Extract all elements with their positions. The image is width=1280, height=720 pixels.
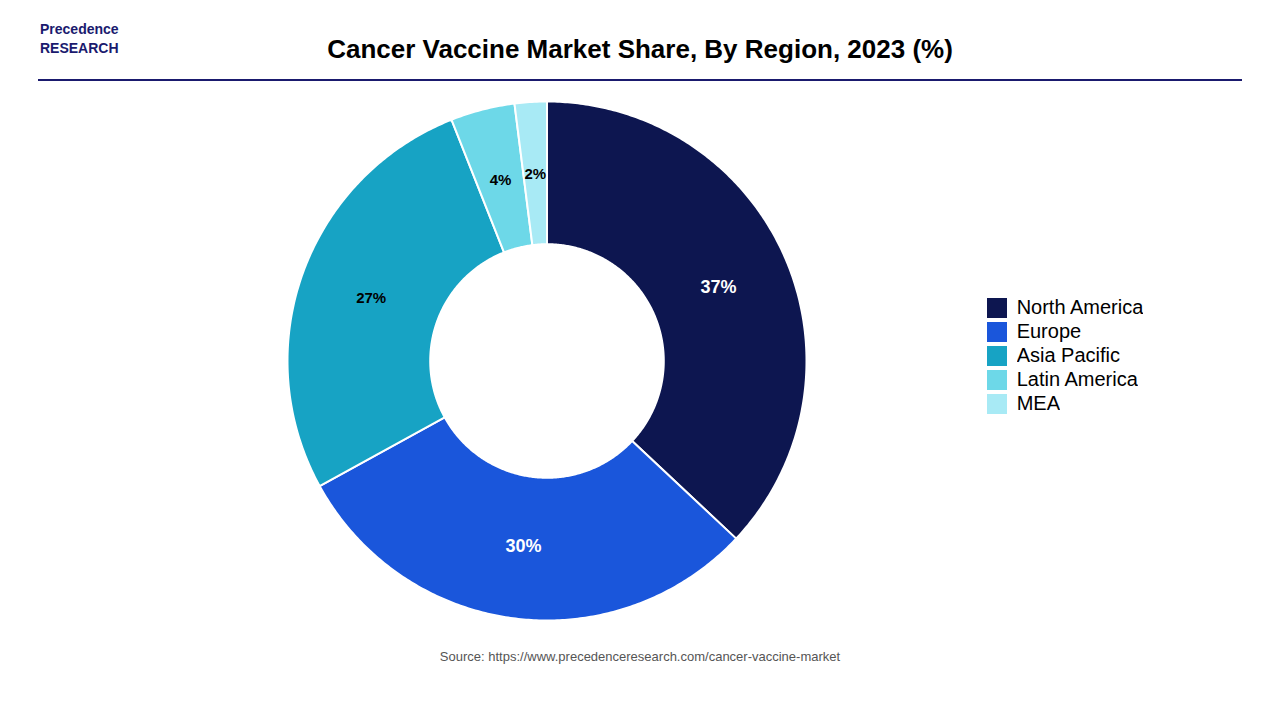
html-text:Source: https://www.precedence: Source: https://www.precedenceresearch.c… xyxy=(439,649,841,664)
svg-text:2%: 2% xyxy=(524,165,546,182)
svg-text:37%: 37% xyxy=(700,277,736,297)
svg-text:4%: 4% xyxy=(489,171,511,188)
svg-text:30%: 30% xyxy=(505,536,541,556)
html-text:Europe: Europe xyxy=(1016,320,1082,342)
html-text:Precedence RESEARCH: Precedence RESEARCH xyxy=(40,21,119,56)
html-text:MEA: MEA xyxy=(1016,392,1060,414)
svg-text:27%: 27% xyxy=(356,289,386,306)
html-text:North America: North America xyxy=(1016,296,1144,318)
html-text:Asia Pacific: Asia Pacific xyxy=(1016,344,1120,366)
html-text:Cancer Vaccine Market Share, B: Cancer Vaccine Market Share, By Region, … xyxy=(327,34,953,64)
html-text:Latin America: Latin America xyxy=(1016,368,1138,390)
